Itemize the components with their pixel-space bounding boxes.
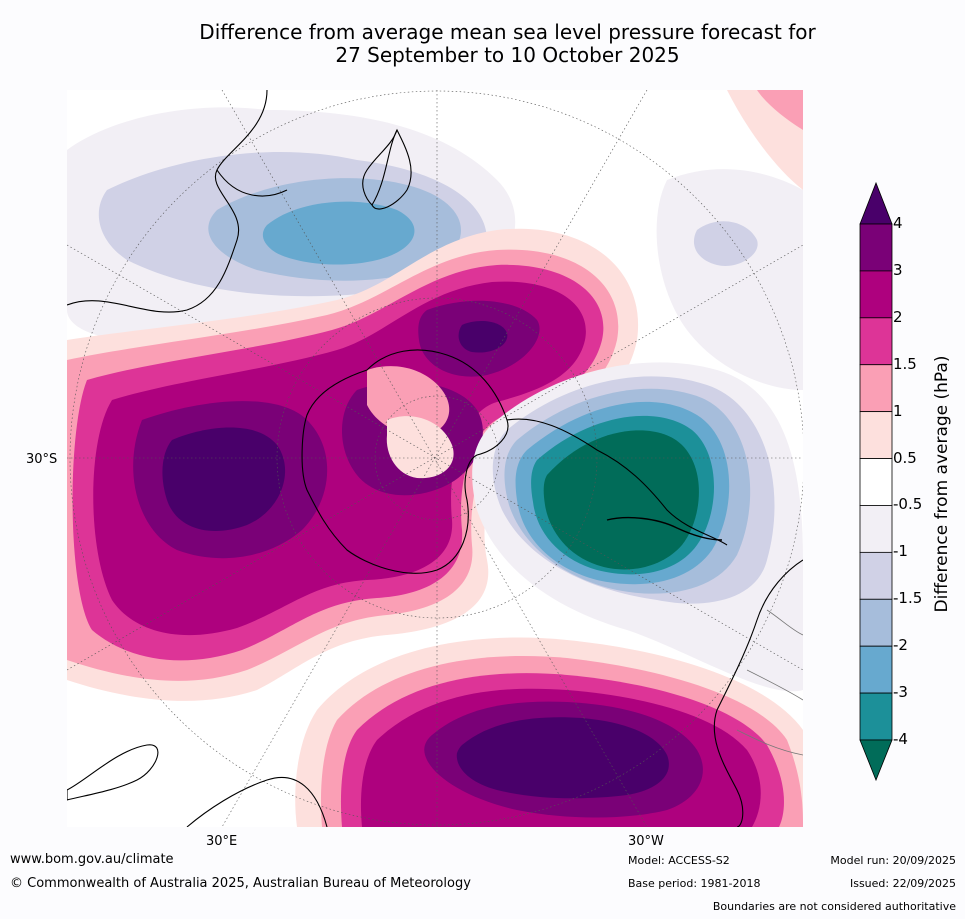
colorbar-tick-label: 1 — [893, 401, 903, 420]
colorbar-tick-label: 2 — [893, 307, 903, 326]
pressure-anomaly-map — [67, 90, 803, 827]
colorbar-tick-label: 1.5 — [893, 354, 917, 373]
disclaimer-text: Boundaries are not considered authoritat… — [712, 900, 956, 913]
title-line-2: 27 September to 10 October 2025 — [335, 43, 680, 67]
colorbar-under-arrow — [859, 739, 893, 782]
colorbar-band — [859, 364, 893, 413]
bellingshausen-low-region — [472, 362, 803, 692]
colorbar-band — [859, 223, 893, 272]
colorbar-bands — [859, 223, 893, 741]
colorbar-band — [859, 645, 893, 694]
colorbar-band — [859, 317, 893, 366]
coastlines — [67, 90, 803, 827]
longitude-label-30w: 30°W — [628, 834, 664, 849]
map-title: Difference from average mean sea level p… — [100, 21, 915, 67]
colorbar-tick-label: -0.5 — [893, 495, 923, 514]
south-atlantic-high-region — [295, 637, 803, 827]
colorbar-band — [859, 598, 893, 647]
indian-ocean-high-region — [67, 228, 639, 701]
map-svg — [67, 90, 803, 827]
colorbar-band — [859, 692, 893, 741]
colorbar-tick-label: -1 — [893, 542, 908, 561]
website-link[interactable]: www.bom.gov.au/climate — [10, 852, 174, 867]
latitude-label-30s: 30°S — [26, 452, 58, 467]
colorbar-band — [859, 458, 893, 506]
colorbar-band — [859, 270, 893, 319]
colorbar — [859, 181, 893, 782]
model-text: Model: ACCESS-S2 — [628, 854, 730, 867]
colorbar-band — [859, 505, 893, 553]
north-east-faint-region — [656, 90, 803, 390]
colorbar-tick-label: 4 — [893, 214, 903, 232]
colorbar-tick-label: 0.5 — [893, 448, 917, 467]
base-period-text: Base period: 1981-2018 — [628, 877, 761, 890]
colorbar-over-arrow — [859, 181, 893, 225]
colorbar-title: Difference from average (hPa) — [932, 355, 952, 613]
colorbar-tick-label: 3 — [893, 260, 903, 279]
model-run-text: Model run: 20/09/2025 — [830, 854, 956, 867]
copyright-text: © Commonwealth of Australia 2025, Austra… — [10, 876, 471, 891]
colorbar-tick-label: -2 — [893, 636, 908, 655]
longitude-label-30e: 30°E — [206, 834, 238, 849]
colorbar-tick-label: -4 — [893, 730, 908, 748]
country-borders — [736, 609, 803, 756]
colorbar-tick-label: -3 — [893, 683, 908, 702]
colorbar-band — [859, 411, 893, 459]
colorbar-tick-label: -1.5 — [893, 589, 923, 608]
issued-text: Issued: 22/09/2025 — [849, 877, 956, 890]
title-line-1: Difference from average mean sea level p… — [199, 20, 816, 44]
graticule — [67, 90, 803, 827]
colorbar-band — [859, 551, 893, 600]
